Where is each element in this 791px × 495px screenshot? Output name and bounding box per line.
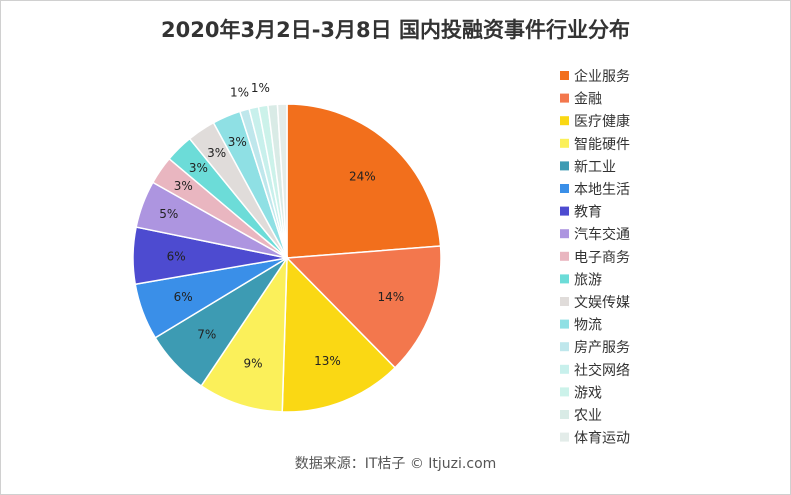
legend-label-9: 电子商务 xyxy=(574,250,630,266)
pie-slice-2 xyxy=(285,245,442,369)
legend-swatch-11 xyxy=(560,297,569,306)
legend-label-8: 汽车交通 xyxy=(574,226,630,243)
legend-label-12: 物流 xyxy=(574,318,602,334)
slice-label-5: 7% xyxy=(197,328,216,342)
legend-swatch-10 xyxy=(560,274,569,284)
legend-swatch-7 xyxy=(560,206,569,216)
legend-swatch-12 xyxy=(560,319,569,329)
legend-swatch-2 xyxy=(560,93,569,103)
legend-label-5: 新工业 xyxy=(574,159,616,175)
legend-label-1: 企业服务 xyxy=(574,68,630,85)
legend-swatch-9 xyxy=(560,251,569,261)
legend-label-2: 金融 xyxy=(574,92,602,108)
slice-label-4: 9% xyxy=(244,357,263,371)
legend-swatch-15 xyxy=(560,387,569,397)
legend-label-11: 文娱传媒 xyxy=(574,295,630,311)
pie-slice-1 xyxy=(286,103,442,259)
legend-swatch-17 xyxy=(560,432,569,442)
pie-slice-17 xyxy=(276,103,288,259)
source-note: 数据来源：IT桔子 © Itjuzi.com xyxy=(294,456,497,472)
legend-swatch-8 xyxy=(560,229,569,239)
legend-label-13: 房产服务 xyxy=(574,340,630,356)
legend-label-4: 智能硬件 xyxy=(574,137,630,153)
pie-slice-3 xyxy=(281,256,397,413)
legend-label-15: 游戏 xyxy=(574,385,602,401)
legend-swatch-14 xyxy=(560,364,569,374)
slice-label-15: 1% xyxy=(251,81,270,95)
slice-label-8: 5% xyxy=(159,207,178,221)
slice-label-2: 14% xyxy=(378,290,405,304)
slice-label-13: 1% xyxy=(230,86,249,100)
legend-swatch-4 xyxy=(560,138,569,148)
legend-swatch-3 xyxy=(560,116,569,126)
pie-slice-4 xyxy=(200,255,288,413)
legend-swatch-1 xyxy=(560,71,569,80)
legend-label-10: 旅游 xyxy=(574,272,602,288)
slice-label-10: 3% xyxy=(189,161,208,175)
slice-label-11: 3% xyxy=(207,146,226,160)
legend-swatch-6 xyxy=(560,184,569,193)
legend-label-7: 教育 xyxy=(574,205,602,221)
legend-label-14: 社交网络 xyxy=(574,362,630,379)
chart-title: 2020年3月2日-3月8日 国内投融资事件行业分布 xyxy=(161,18,630,42)
slice-label-1: 24% xyxy=(349,170,376,184)
legend-label-6: 本地生活 xyxy=(574,182,630,198)
legend-swatch-16 xyxy=(560,410,569,419)
slice-label-7: 6% xyxy=(167,249,186,263)
legend-swatch-13 xyxy=(560,342,569,352)
legend-label-17: 体育运动 xyxy=(574,431,630,447)
slice-label-6: 6% xyxy=(174,290,193,304)
legend-swatch-5 xyxy=(560,161,569,171)
slice-label-9: 3% xyxy=(174,179,193,193)
slice-label-3: 13% xyxy=(314,354,341,368)
legend-label-3: 医疗健康 xyxy=(574,113,630,130)
legend-label-16: 农业 xyxy=(574,408,602,424)
slice-label-12: 3% xyxy=(228,135,247,149)
